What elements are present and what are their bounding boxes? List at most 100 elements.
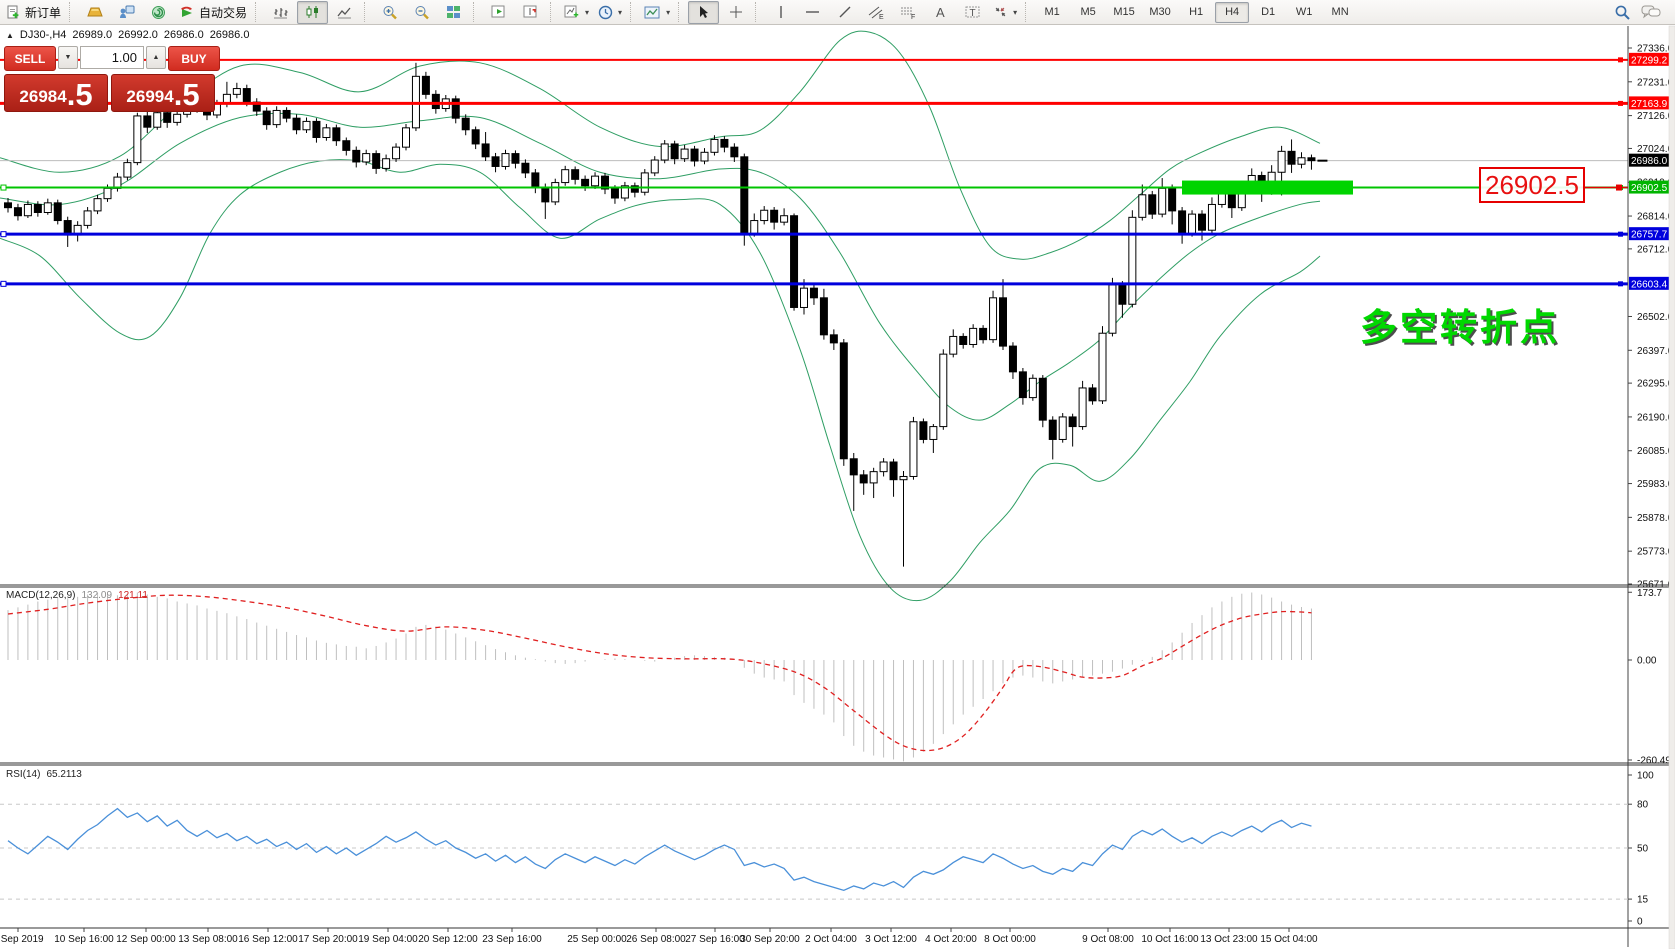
price-level-label[interactable]: 26902.5 <box>1479 167 1585 203</box>
candle <box>989 297 998 341</box>
tile-windows-button[interactable] <box>438 1 469 24</box>
bar-chart-button[interactable] <box>265 1 296 24</box>
line-anchor-handle[interactable] <box>1618 281 1623 287</box>
timeframe-M1[interactable]: M1 <box>1044 6 1060 18</box>
cursor-button[interactable] <box>688 0 720 24</box>
candle <box>601 175 609 190</box>
candle <box>1088 387 1097 402</box>
line-anchor-handle[interactable] <box>1618 231 1623 237</box>
rsi-axis-label: 100 <box>1637 771 1654 782</box>
candle <box>780 215 789 223</box>
candle <box>153 112 162 128</box>
chevron-down-icon: ▾ <box>1013 7 1018 17</box>
timeframe-M5[interactable]: M5 <box>1080 6 1096 18</box>
candle <box>919 421 928 440</box>
line-chart-button[interactable] <box>329 1 360 24</box>
candle <box>1068 416 1077 428</box>
turning-point-note[interactable]: 多空转折点 <box>1360 307 1560 348</box>
candle <box>1287 150 1296 165</box>
candle <box>262 110 271 126</box>
market-button[interactable] <box>79 1 110 24</box>
fibonacci-button[interactable]: F <box>893 1 924 24</box>
toolbar-separator <box>550 2 556 22</box>
macd-main-value: 132.09 <box>81 590 113 601</box>
candlestick-chart-button[interactable] <box>297 0 329 24</box>
candle <box>770 209 779 223</box>
candle <box>13 207 22 217</box>
timeframe-H4[interactable]: H4 <box>1215 1 1250 23</box>
sell-price-button[interactable]: 26984 .5 <box>4 74 108 112</box>
volume-increase-button[interactable]: ▲ <box>146 46 166 69</box>
candle <box>1128 216 1137 305</box>
horizontal-line-button[interactable] <box>797 1 828 24</box>
toolbar-separator <box>1025 2 1031 22</box>
zoom-in-button[interactable] <box>374 1 405 24</box>
auto-scroll-button[interactable] <box>483 1 514 24</box>
candle <box>103 187 112 200</box>
search-icon[interactable] <box>1614 4 1631 21</box>
community-button[interactable] <box>143 1 174 24</box>
equidistant-channel-button[interactable]: E <box>861 1 892 24</box>
candle <box>640 172 649 193</box>
candle <box>292 117 301 131</box>
new-order-button[interactable]: 新订单 <box>2 1 65 24</box>
price-badge-label: 26986.0 <box>1631 156 1668 167</box>
chart-shift-button[interactable] <box>515 1 546 24</box>
line-anchor-handle[interactable] <box>1618 57 1623 63</box>
line-anchor-handle[interactable] <box>0 280 7 287</box>
zoom-out-button[interactable] <box>406 1 437 24</box>
crosshair-icon <box>729 5 743 19</box>
buy-button[interactable]: BUY <box>168 46 220 71</box>
fibonacci-icon: F <box>900 5 917 21</box>
vertical-line-button[interactable] <box>765 1 796 24</box>
candle <box>232 88 241 95</box>
timeframe-MN[interactable]: MN <box>1331 6 1349 18</box>
text-label-button[interactable]: T <box>957 1 988 24</box>
candle <box>1078 387 1087 428</box>
candle <box>471 129 480 145</box>
indicators-dropdown[interactable]: ▾ <box>640 1 674 24</box>
support-zone-rectangle[interactable] <box>1182 180 1353 195</box>
price-tick-label: 26814.0 <box>1637 212 1674 223</box>
date-label: 26 Sep 08:00 <box>626 934 686 945</box>
crosshair-button[interactable] <box>720 1 751 24</box>
line-anchor-handle[interactable] <box>1618 100 1623 106</box>
candle <box>1198 213 1206 231</box>
candle <box>43 202 52 214</box>
timeframe-D1[interactable]: D1 <box>1261 6 1276 18</box>
candle <box>1028 377 1037 399</box>
rsi-axis-label: 0 <box>1637 917 1643 928</box>
arrows-dropdown[interactable]: ▾ <box>989 1 1021 24</box>
chat-icon[interactable] <box>1641 4 1661 20</box>
timeframe-H1[interactable]: H1 <box>1189 6 1204 18</box>
timeframe-M30[interactable]: M30 <box>1149 6 1171 18</box>
signals-button[interactable] <box>111 1 142 24</box>
date-label: 30 Sep 20:00 <box>740 934 800 945</box>
buy-price-button[interactable]: 26994 .5 <box>111 74 215 112</box>
candle <box>461 117 470 131</box>
text-button[interactable]: A <box>925 1 956 24</box>
rsi-label-row: RSI(14) 65.2113 <box>6 769 82 780</box>
collapse-trade-panel-icon[interactable]: ▲ <box>6 30 14 40</box>
sell-button[interactable]: SELL <box>4 46 56 71</box>
price-badge-label: 26902.5 <box>1631 183 1668 194</box>
volume-input[interactable]: 1.00 <box>80 46 144 69</box>
candle <box>790 215 799 308</box>
vertical-line-icon <box>776 5 786 19</box>
volume-decrease-button[interactable]: ▼ <box>58 46 78 69</box>
price-tick-label: 27336.0 <box>1637 44 1674 55</box>
line-anchor-handle[interactable] <box>0 184 7 191</box>
new-chart-dropdown[interactable]: ▾ <box>560 1 593 24</box>
auto-trading-button[interactable]: 自动交易 <box>175 1 251 24</box>
date-label: 27 Sep 16:00 <box>685 934 745 945</box>
toolbar-separator <box>678 2 684 22</box>
timeframe-M15[interactable]: M15 <box>1113 6 1135 18</box>
line-anchor-handle[interactable] <box>0 231 7 238</box>
timeframe-W1[interactable]: W1 <box>1295 6 1313 18</box>
candle <box>1178 210 1187 234</box>
candle <box>1207 203 1216 231</box>
trendline-button[interactable] <box>829 1 860 24</box>
toolbar-separator <box>630 2 636 22</box>
period-clock-dropdown[interactable]: ▾ <box>594 1 626 24</box>
